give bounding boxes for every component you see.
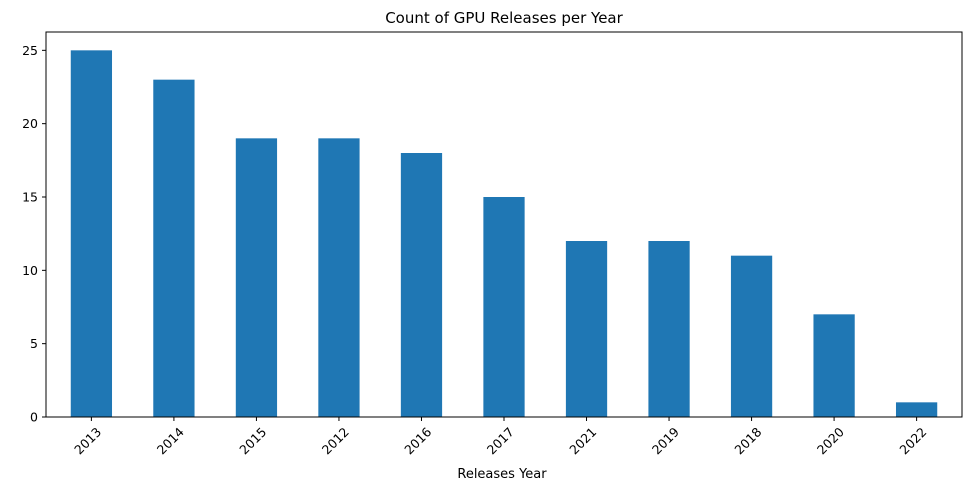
x-tick-label: 2012: [319, 424, 352, 457]
bar-2020: [813, 314, 855, 417]
bar-2022: [895, 402, 938, 417]
y-tick-label: 20: [22, 116, 38, 131]
bar-2019: [648, 241, 690, 417]
y-tick-label: 15: [22, 190, 38, 205]
bar-2014: [153, 79, 195, 418]
bar-2016: [400, 153, 443, 417]
bars: [70, 50, 938, 418]
x-tick-label: 2013: [71, 424, 104, 457]
y-axis: 0 5 10 15 20 25: [22, 43, 46, 425]
x-axis: 2013 2014 2015 2012 2016 2017 2021 2019 2018 2020…: [71, 417, 930, 457]
bar-2017: [483, 197, 525, 417]
y-tick-label: 0: [30, 410, 38, 425]
bar-2018: [730, 255, 773, 417]
bar-2015: [235, 138, 278, 418]
x-tick-label: 2015: [236, 424, 269, 457]
y-tick-label: 10: [22, 263, 38, 278]
x-tick-label: 2019: [649, 424, 682, 457]
y-tick-label: 25: [22, 43, 38, 58]
x-tick-label: 2017: [484, 424, 517, 457]
x-tick-label: 2020: [814, 424, 847, 457]
plot-frame: [45, 31, 963, 418]
y-tick-label: 5: [30, 336, 38, 351]
bar-2013: [70, 50, 113, 417]
x-tick-label: 2022: [896, 424, 929, 457]
chart-title: Count of GPU Releases per Year: [385, 9, 623, 27]
bar-2012: [318, 138, 360, 418]
x-tick-label: 2018: [731, 424, 764, 457]
x-tick-label: 2014: [154, 424, 187, 457]
x-tick-label: 2021: [566, 424, 599, 457]
bar-2021: [565, 241, 608, 417]
x-tick-label: 2016: [401, 424, 434, 457]
x-axis-label: Releases Year: [457, 467, 547, 482]
